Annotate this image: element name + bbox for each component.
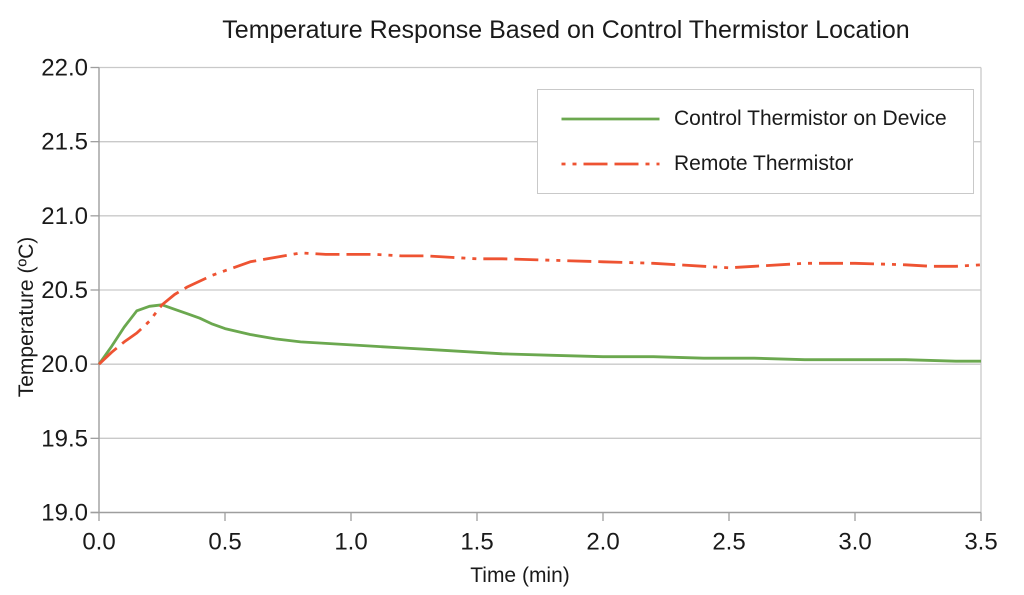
y-tick-label: 21.5 <box>41 129 88 156</box>
x-tick-label: 2.5 <box>712 529 745 556</box>
x-axis-title: Time (min) <box>470 564 570 587</box>
legend-line-sample-control <box>561 117 660 121</box>
legend-item-remote: Remote Thermistor <box>560 142 973 187</box>
y-tick-label: 19.0 <box>41 500 88 527</box>
legend-line-sample-remote <box>561 162 660 166</box>
x-tick-label: 2.0 <box>586 529 619 556</box>
x-tick-label: 0.5 <box>208 529 241 556</box>
y-tick-label: 20.0 <box>41 351 88 378</box>
x-tick-label: 1.5 <box>460 529 493 556</box>
legend-item-control: Control Thermistor on Device <box>560 97 973 142</box>
y-tick-label: 21.0 <box>41 203 88 230</box>
legend-item-label: Control Thermistor on Device <box>674 107 947 130</box>
y-tick-label: 20.5 <box>41 277 88 304</box>
y-axis-title: Temperature (ºC) <box>15 236 38 398</box>
series-line-remote <box>98 251 982 366</box>
x-tick-label: 3.5 <box>964 529 997 556</box>
y-tick-label: 22.0 <box>41 55 88 82</box>
legend: Control Thermistor on Device Remote Ther… <box>537 89 974 194</box>
legend-item-label: Remote Thermistor <box>674 152 854 175</box>
y-tick-label: 19.5 <box>41 425 88 452</box>
series-line-control <box>97 303 981 366</box>
x-tick-label: 3.0 <box>838 529 871 556</box>
x-tick-label: 1.0 <box>334 529 367 556</box>
x-tick-label: 0.0 <box>82 529 115 556</box>
chart-title: Temperature Response Based on Control Th… <box>222 16 910 44</box>
